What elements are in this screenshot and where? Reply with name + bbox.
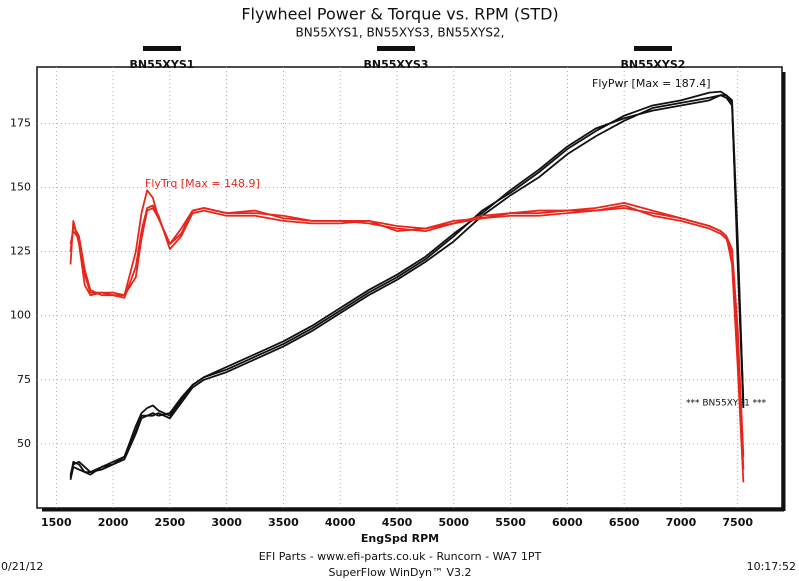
x-tick-label: 7000 — [666, 516, 697, 529]
y-tick-label: 50 — [17, 437, 31, 450]
x-tick-label: 3000 — [211, 516, 242, 529]
footer-time: 10:17:52 — [747, 560, 796, 573]
x-tick-label: 2500 — [155, 516, 186, 529]
power-line — [69, 90, 745, 478]
x-tick-label: 5500 — [495, 516, 526, 529]
torque-line — [69, 201, 745, 457]
power-annotation: FlyPwr [Max = 187.4] — [592, 77, 711, 90]
legend-label: BN55XYS3 — [364, 58, 429, 71]
torque-annotation: FlyTrq [Max = 148.9] — [145, 177, 260, 190]
x-tick-label: 3500 — [268, 516, 299, 529]
y-tick-label: 125 — [10, 245, 31, 258]
chart-title: Flywheel Power & Torque vs. RPM (STD) — [241, 5, 558, 24]
footer-text: SuperFlow WinDyn™ V3.2 — [329, 566, 472, 579]
y-tick-label: 150 — [10, 181, 31, 194]
x-tick-label: 6000 — [552, 516, 583, 529]
y-tick-label: 75 — [17, 373, 31, 386]
torque-line — [69, 189, 745, 483]
x-tick-label: 6500 — [609, 516, 640, 529]
y-tick-label: 100 — [10, 309, 31, 322]
footer-date: 10/21/12 — [0, 560, 43, 573]
run-annotation: *** BN55XYS1 *** — [686, 399, 767, 409]
legend-swatch — [634, 46, 672, 51]
x-tick-label: 7500 — [722, 516, 753, 529]
x-tick-label: 4500 — [382, 516, 413, 529]
legend-label: BN55XYS2 — [621, 58, 686, 71]
legend-swatch — [377, 46, 415, 51]
legend-label: BN55XYS1 — [130, 58, 195, 71]
footer-text: EFI Parts - www.efi-parts.co.uk - Runcor… — [259, 550, 542, 563]
chart-subtitle: BN55XYS1, BN55XYS3, BN55XYS2, — [296, 26, 505, 40]
x-tick-label: 4000 — [325, 516, 356, 529]
y-tick-label: 175 — [10, 116, 31, 129]
torque-line — [69, 204, 745, 470]
x-tick-label: 2000 — [98, 516, 129, 529]
power-line — [69, 94, 745, 475]
x-tick-label: 1500 — [41, 516, 72, 529]
power-line — [69, 94, 745, 480]
legend-swatch — [143, 46, 181, 51]
x-axis-label: EngSpd RPM — [361, 532, 439, 545]
x-tick-label: 5000 — [438, 516, 469, 529]
plot-frame — [36, 66, 783, 509]
